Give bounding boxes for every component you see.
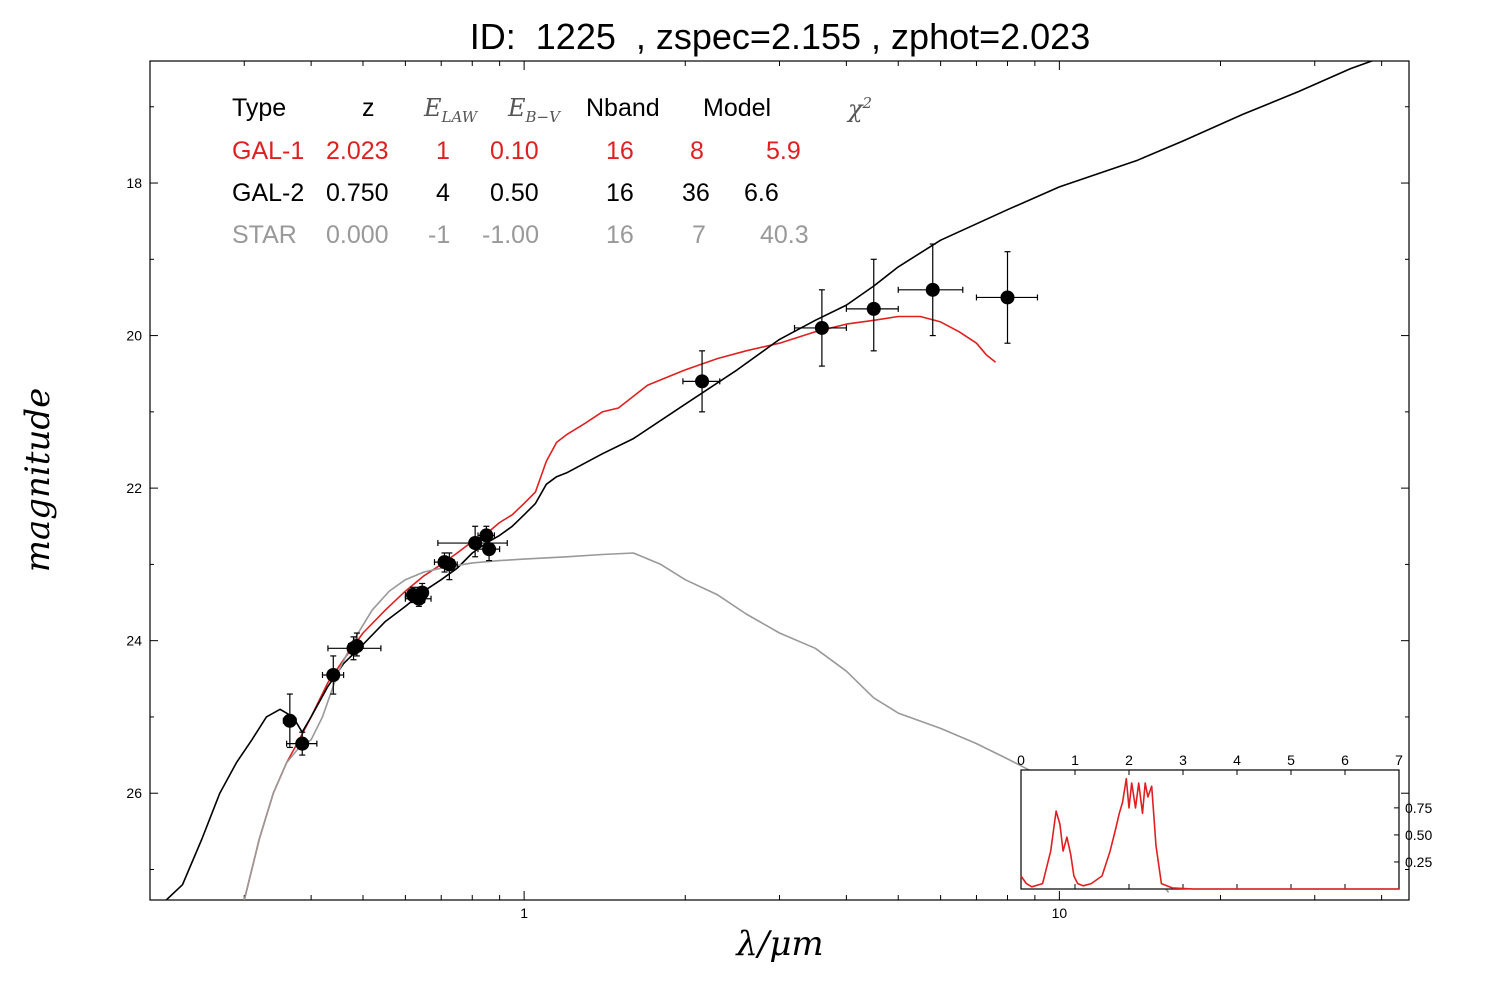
data-point-16 [925, 282, 940, 297]
legend-row2-model: 36 [682, 179, 710, 207]
data-point-0 [282, 713, 297, 728]
legend-row2-nband: 16 [606, 179, 634, 207]
data-point-12 [482, 542, 497, 557]
inset-y-tick-label-2: 0.75 [1405, 800, 1432, 816]
y-axis-label: magnitude [18, 387, 58, 573]
data-point-14 [814, 320, 829, 335]
legend-row2-chi2: 6.6 [744, 179, 779, 207]
legend-row2-elaw: 4 [436, 179, 450, 207]
legend-row3-ebv: -1.00 [482, 221, 539, 249]
y-tick-label-4: 26 [126, 785, 142, 801]
legend-header-z: z [362, 94, 375, 122]
legend-header-elaw: ELAW [424, 94, 478, 126]
y-tick-label-0: 18 [126, 175, 142, 191]
legend-header-model: Model [703, 94, 772, 122]
inset-frame [1020, 769, 1400, 890]
series-line-2 [165, 61, 1375, 900]
inset-x-tick-label-2: 2 [1125, 752, 1133, 768]
legend-row3-type: STAR [232, 221, 297, 249]
y-tick-label-3: 24 [126, 633, 142, 649]
data-point-4 [349, 639, 364, 654]
inset-y-tick-label-1: 0.50 [1405, 827, 1432, 843]
data-point-15 [866, 301, 881, 316]
legend-row1-z: 2.023 [326, 137, 389, 165]
data-point-13 [695, 374, 710, 389]
legend-row3-chi2: 40.3 [760, 221, 809, 249]
inset-x-tick-label-6: 6 [1341, 752, 1349, 768]
legend-row1-type: GAL-1 [232, 137, 305, 165]
legend-header-chi2: χ2 [848, 94, 873, 123]
inset-x-tick-label-3: 3 [1179, 752, 1187, 768]
data-point-11 [479, 528, 494, 543]
data-point-7 [415, 585, 430, 600]
legend-row3-model: 7 [692, 221, 706, 249]
inset-y-tick-label-0: 0.25 [1405, 854, 1432, 870]
x-tick-label-0: 1 [520, 905, 528, 921]
x-axis-label: λ/μm [736, 924, 824, 964]
data-point-10 [468, 536, 483, 551]
legend-header-type: Type [232, 94, 287, 122]
inset-x-tick-label-0: 0 [1017, 752, 1025, 768]
legend-row3-nband: 16 [606, 221, 634, 249]
x-tick-label-1: 10 [1052, 905, 1068, 921]
data-point-2 [326, 667, 341, 682]
legend-header-nband: Nband [586, 94, 660, 122]
legend-row1-nband: 16 [606, 137, 634, 165]
series-line-1 [243, 315, 997, 900]
legend-row3-elaw: -1 [428, 221, 451, 249]
legend-row1-elaw: 1 [436, 137, 450, 165]
legend-row1-model: 8 [690, 137, 704, 165]
legend-row1-ebv: 0.10 [490, 137, 539, 165]
y-tick-label-2: 22 [126, 480, 142, 496]
legend-row2-ebv: 0.50 [490, 179, 539, 207]
data-point-17 [1000, 290, 1015, 305]
plot-area [165, 61, 1375, 900]
legend-row1-chi2: 5.9 [766, 137, 801, 165]
inset-x-tick-label-4: 4 [1233, 752, 1241, 768]
inset-x-tick-label-1: 1 [1071, 752, 1079, 768]
inset-x-tick-label-7: 7 [1395, 752, 1403, 768]
inset-x-tick-label-5: 5 [1287, 752, 1295, 768]
legend-row3-z: 0.000 [326, 221, 389, 249]
legend-row2-z: 0.750 [326, 179, 389, 207]
series-line-3 [243, 552, 1170, 900]
y-tick-label-1: 20 [126, 328, 142, 344]
legend-header-ebv: EB−V [508, 94, 560, 126]
legend-row2-type: GAL-2 [232, 179, 305, 207]
data-point-1 [295, 736, 310, 751]
data-point-9 [442, 557, 457, 572]
chart-title: ID: 1225 , zspec=2.155 , zphot=2.023 [469, 16, 1091, 57]
inset-pdf-line [1020, 777, 1399, 890]
